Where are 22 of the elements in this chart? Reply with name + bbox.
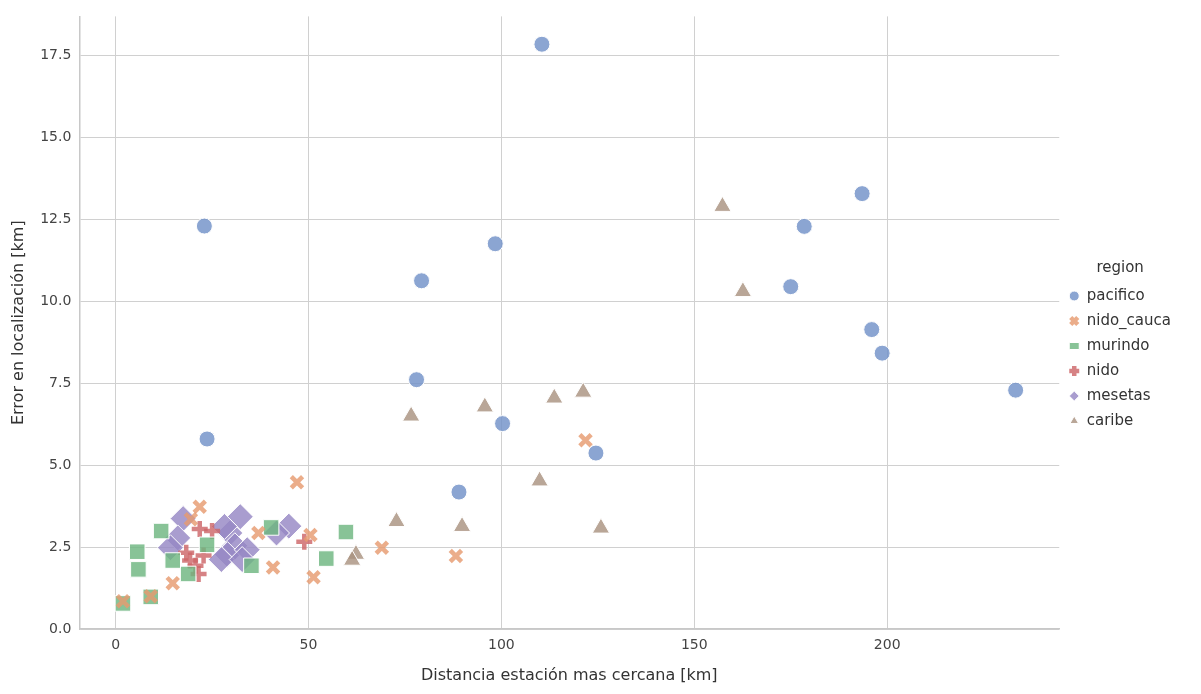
legend-label: caribe — [1086, 410, 1134, 429]
legend-label: nido — [1086, 360, 1120, 379]
legend-label: nido_cauca — [1086, 310, 1172, 330]
y-axis-title: Error en localización [km] — [7, 220, 27, 426]
y-tick-label: 7.5 — [49, 373, 72, 390]
x-tick-label: 200 — [873, 636, 901, 653]
y-tick-label: 15.0 — [40, 128, 72, 145]
y-tick-label: 5.0 — [49, 455, 72, 472]
y-tick-label: 10.0 — [40, 292, 72, 309]
x-tick-label: 0 — [111, 636, 121, 653]
legend-label: mesetas — [1086, 385, 1151, 404]
legend-label: murindo — [1086, 335, 1150, 354]
x-axis-title: Distancia estación mas cercana [km] — [420, 664, 718, 684]
x-tick-label: 100 — [488, 636, 515, 653]
x-tick-label: 50 — [299, 636, 318, 653]
x-tick-label: 150 — [680, 636, 708, 653]
y-tick-label: 17.5 — [40, 46, 72, 63]
y-tick-label: 2.5 — [49, 537, 72, 554]
y-tick-label: 12.5 — [40, 210, 72, 227]
y-tick-label: 0.0 — [49, 619, 72, 636]
legend-label: pacifico — [1086, 285, 1145, 304]
legend-title: region — [1096, 257, 1144, 276]
